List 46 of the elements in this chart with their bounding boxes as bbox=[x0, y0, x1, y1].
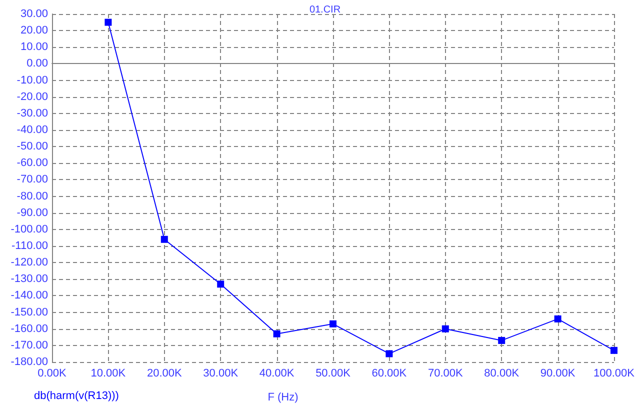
y-tick-label: -60.00 bbox=[16, 157, 48, 170]
point bbox=[386, 350, 393, 358]
x-tick-label: 100.00K bbox=[594, 368, 636, 380]
y-tick-label: -100.00 bbox=[10, 223, 48, 236]
y-tick-label: -10.00 bbox=[16, 74, 48, 86]
y-tick-label: -80.00 bbox=[16, 190, 48, 202]
x-tick-label: 40.00K bbox=[259, 368, 295, 380]
point bbox=[160, 236, 168, 243]
chart-title: 01.CIR bbox=[309, 4, 341, 16]
point bbox=[442, 325, 449, 332]
y-tick-label: -160.00 bbox=[10, 322, 48, 335]
point bbox=[104, 18, 112, 26]
y-tick-label: -50.00 bbox=[16, 140, 48, 153]
x-tick-label: 80.00K bbox=[484, 368, 520, 380]
x-tick-label: 60.00K bbox=[372, 368, 408, 380]
y-tick-label: -110.00 bbox=[12, 240, 48, 252]
y-tick-label: -180.00 bbox=[10, 356, 48, 368]
x-tick-label: 0.00K bbox=[38, 368, 68, 380]
y-tick-label: -140.00 bbox=[10, 290, 48, 302]
x-tick-label: 50.00K bbox=[316, 368, 352, 380]
y-tick-label: 30.00 bbox=[20, 8, 48, 20]
y-tick-label: -30.00 bbox=[16, 107, 48, 120]
point bbox=[330, 320, 336, 328]
x-tick-label: 90.00K bbox=[540, 368, 576, 380]
point bbox=[273, 330, 280, 338]
y-tick-label: -20.00 bbox=[16, 90, 48, 103]
y-tick-label: -130.00 bbox=[10, 273, 48, 286]
x-tick-label: 70.00K bbox=[428, 368, 464, 380]
y-tick-label: 10.00 bbox=[20, 41, 48, 54]
x-tick-label: 30.00K bbox=[203, 368, 239, 380]
y-tick-label: -90.00 bbox=[16, 206, 48, 219]
text: db(harm(v(R13))) bbox=[34, 390, 119, 402]
y-tick-label: -120.00 bbox=[10, 256, 48, 269]
y-tick-label: 0.00 bbox=[26, 58, 48, 70]
point bbox=[498, 336, 506, 344]
y-tick-label: -150.00 bbox=[10, 306, 48, 318]
point bbox=[610, 346, 618, 354]
y-tick-label: -40.00 bbox=[16, 124, 48, 136]
y-tick-label: -170.00 bbox=[10, 339, 48, 352]
point bbox=[554, 315, 562, 322]
x-tick-label: 10.00K bbox=[90, 368, 126, 380]
x-tick-label: 20.00K bbox=[146, 368, 182, 380]
x-axis-title: F (Hz) bbox=[268, 392, 298, 404]
y-tick-label: -70.00 bbox=[16, 174, 48, 186]
point bbox=[217, 280, 224, 288]
y-tick-label: 20.00 bbox=[20, 24, 48, 37]
